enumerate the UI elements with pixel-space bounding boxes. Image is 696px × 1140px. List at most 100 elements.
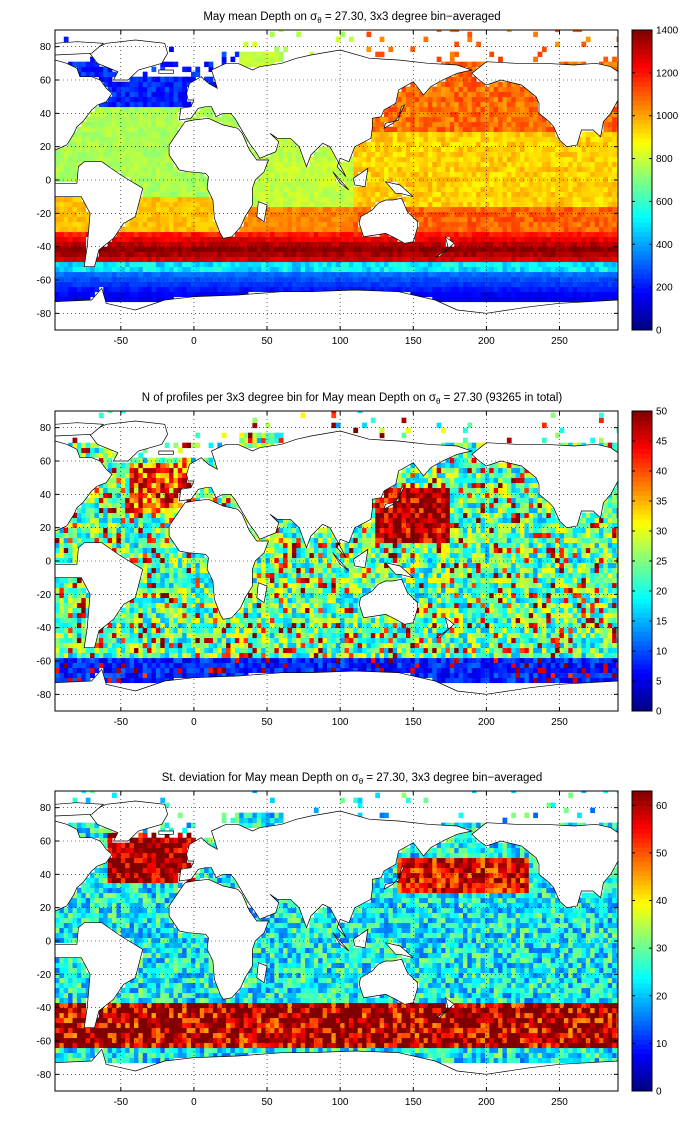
heatmap-cell xyxy=(138,161,144,168)
heatmap-cell xyxy=(392,131,398,138)
heatmap-cell xyxy=(493,111,499,118)
heatmap-cell xyxy=(265,261,271,268)
heatmap-cell xyxy=(594,171,600,178)
heatmap-cell xyxy=(322,276,328,283)
heatmap-cell xyxy=(68,156,73,163)
heatmap-cell xyxy=(191,196,196,203)
heatmap-cell xyxy=(515,156,521,163)
heatmap-cell xyxy=(462,261,468,268)
heatmap-cell xyxy=(269,271,275,278)
heatmap-cell xyxy=(541,181,547,188)
heatmap-cell xyxy=(541,266,547,273)
heatmap-cell xyxy=(607,286,613,293)
heatmap-cell xyxy=(112,161,117,168)
heatmap-cell xyxy=(76,677,82,684)
heatmap-cell xyxy=(581,141,587,148)
heatmap-cell xyxy=(55,206,60,213)
heatmap-cell xyxy=(612,136,617,143)
heatmap-cell xyxy=(313,166,319,173)
heatmap-cell xyxy=(133,96,139,103)
heatmap-cell xyxy=(484,116,490,123)
heatmap-cell xyxy=(76,587,82,594)
heatmap-cell xyxy=(300,171,306,178)
colorbar-band xyxy=(632,133,652,139)
heatmap-cell xyxy=(309,251,315,258)
heatmap-cell xyxy=(55,547,60,554)
heatmap-cell xyxy=(287,256,293,263)
heatmap-cell xyxy=(427,146,433,153)
heatmap-cell xyxy=(410,106,416,113)
heatmap-cell xyxy=(90,527,95,534)
heatmap-cell xyxy=(366,46,372,53)
heatmap-cell xyxy=(476,251,481,258)
heatmap-cell xyxy=(502,176,508,183)
heatmap-cell xyxy=(616,141,618,148)
heatmap-cell xyxy=(326,256,332,263)
heatmap-cell xyxy=(598,266,604,273)
heatmap-cell xyxy=(300,231,306,238)
heatmap-cell xyxy=(94,106,100,113)
heatmap-cell xyxy=(427,141,433,148)
heatmap-cell xyxy=(256,251,262,258)
heatmap-cell xyxy=(68,241,73,248)
heatmap-cell xyxy=(568,171,574,178)
heatmap-cell xyxy=(458,211,464,218)
heatmap-cell xyxy=(419,176,424,183)
heatmap-cell xyxy=(581,226,587,233)
heatmap-cell xyxy=(528,251,534,258)
heatmap-cell xyxy=(155,206,161,213)
heatmap-cell xyxy=(269,166,275,173)
coastline xyxy=(55,41,105,56)
heatmap-cell xyxy=(55,221,60,228)
heatmap-cell xyxy=(138,276,144,283)
heatmap-cell xyxy=(392,116,398,123)
heatmap-cell xyxy=(515,196,521,203)
heatmap-cell xyxy=(133,291,139,298)
colorbar-band xyxy=(632,245,652,251)
heatmap-cell xyxy=(568,156,574,163)
heatmap-cell xyxy=(419,216,424,223)
heatmap-cell xyxy=(484,96,490,103)
heatmap-cell xyxy=(379,266,385,273)
heatmap-cell xyxy=(230,241,236,248)
heatmap-cell xyxy=(480,226,486,233)
heatmap-cell xyxy=(572,231,578,238)
heatmap-cell xyxy=(577,186,582,193)
heatmap-cell xyxy=(72,557,78,564)
heatmap-cell xyxy=(533,116,538,123)
heatmap-cell xyxy=(379,116,385,123)
heatmap-cell xyxy=(467,261,473,268)
heatmap-cell xyxy=(362,161,367,168)
heatmap-cell xyxy=(116,251,122,258)
heatmap-cell xyxy=(322,241,328,248)
heatmap-cell xyxy=(112,637,117,644)
heatmap-cell xyxy=(81,151,87,158)
heatmap-cell xyxy=(410,206,416,213)
heatmap-cell xyxy=(199,221,205,228)
heatmap-cell xyxy=(120,642,126,649)
heatmap-cell xyxy=(155,171,161,178)
heatmap-cell xyxy=(498,286,503,293)
heatmap-cell xyxy=(313,241,319,248)
heatmap-cell xyxy=(85,502,91,509)
heatmap-cell xyxy=(388,236,394,243)
heatmap-cell xyxy=(313,281,319,288)
heatmap-cell xyxy=(612,196,617,203)
heatmap-cell xyxy=(533,211,538,218)
heatmap-cell xyxy=(454,91,460,98)
heatmap-cell xyxy=(116,507,122,514)
heatmap-cell xyxy=(594,221,600,228)
heatmap-cell xyxy=(129,116,135,123)
heatmap-cell xyxy=(520,201,525,208)
heatmap-cell xyxy=(221,241,227,248)
heatmap-cell xyxy=(81,291,87,298)
y-tick-label: 40 xyxy=(40,109,52,120)
heatmap-cell xyxy=(572,241,578,248)
heatmap-cell xyxy=(278,226,284,233)
heatmap-cell xyxy=(160,126,166,133)
heatmap-cell xyxy=(186,216,192,223)
heatmap-cell xyxy=(541,291,547,298)
heatmap-cell xyxy=(392,236,398,243)
heatmap-cell xyxy=(612,61,617,68)
heatmap-cell xyxy=(300,261,306,268)
